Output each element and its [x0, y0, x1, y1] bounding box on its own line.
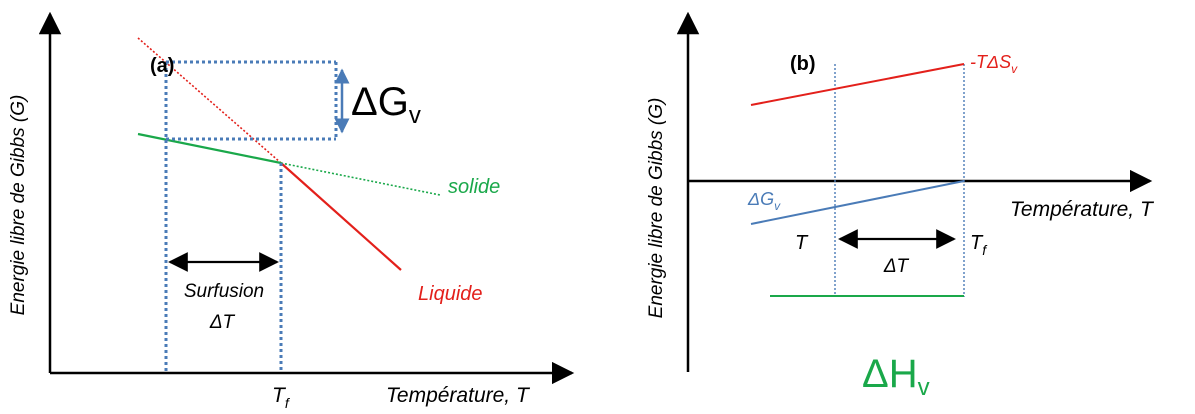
panel-b-tf-label: Tf — [970, 232, 988, 258]
panel-a-tf-label: Tf — [272, 384, 291, 411]
panel-b-dg-label: ΔGv — [747, 189, 781, 213]
panel-a-solid-line — [137, 132, 282, 165]
panel-a-solid-line-dotted — [280, 162, 441, 196]
panel-b-tds-line — [750, 63, 965, 106]
panel-a-ylabel: Energie libre de Gibbs (G) — [8, 95, 29, 316]
panel-b-dg-line — [750, 180, 965, 225]
panel-b-ylabel: Energie libre de Gibbs (G) — [646, 98, 667, 319]
panel-a-liquid-label: Liquide — [418, 283, 483, 305]
panel-a-solid-label: solide — [448, 176, 500, 198]
panel-a-delta-g-label: ΔGv — [351, 80, 421, 129]
panel-b-xlabel: Température, T — [1010, 198, 1155, 221]
panel-b: (b) -TΔSv ΔGv Température, T T Tf ΔT ΔHv… — [646, 11, 1155, 401]
panel-a-liquid-line — [280, 162, 402, 271]
panel-a-undercool-dt: ΔT — [209, 312, 236, 333]
panel-b-dt-label: ΔT — [883, 256, 910, 277]
panel-b-tag: (b) — [790, 53, 816, 75]
panel-b-tds-label: -TΔSv — [970, 52, 1018, 76]
panel-a: (a) ΔGv solide Liquide Surfusion ΔT Tf T… — [8, 11, 575, 411]
panel-a-xlabel: Température, T — [386, 384, 531, 407]
panel-b-dh-label: ΔHv — [862, 352, 930, 401]
panel-b-t-label: T — [795, 232, 809, 254]
panel-a-tag: (a) — [150, 55, 174, 77]
panel-a-undercool-label: Surfusion — [184, 281, 264, 302]
